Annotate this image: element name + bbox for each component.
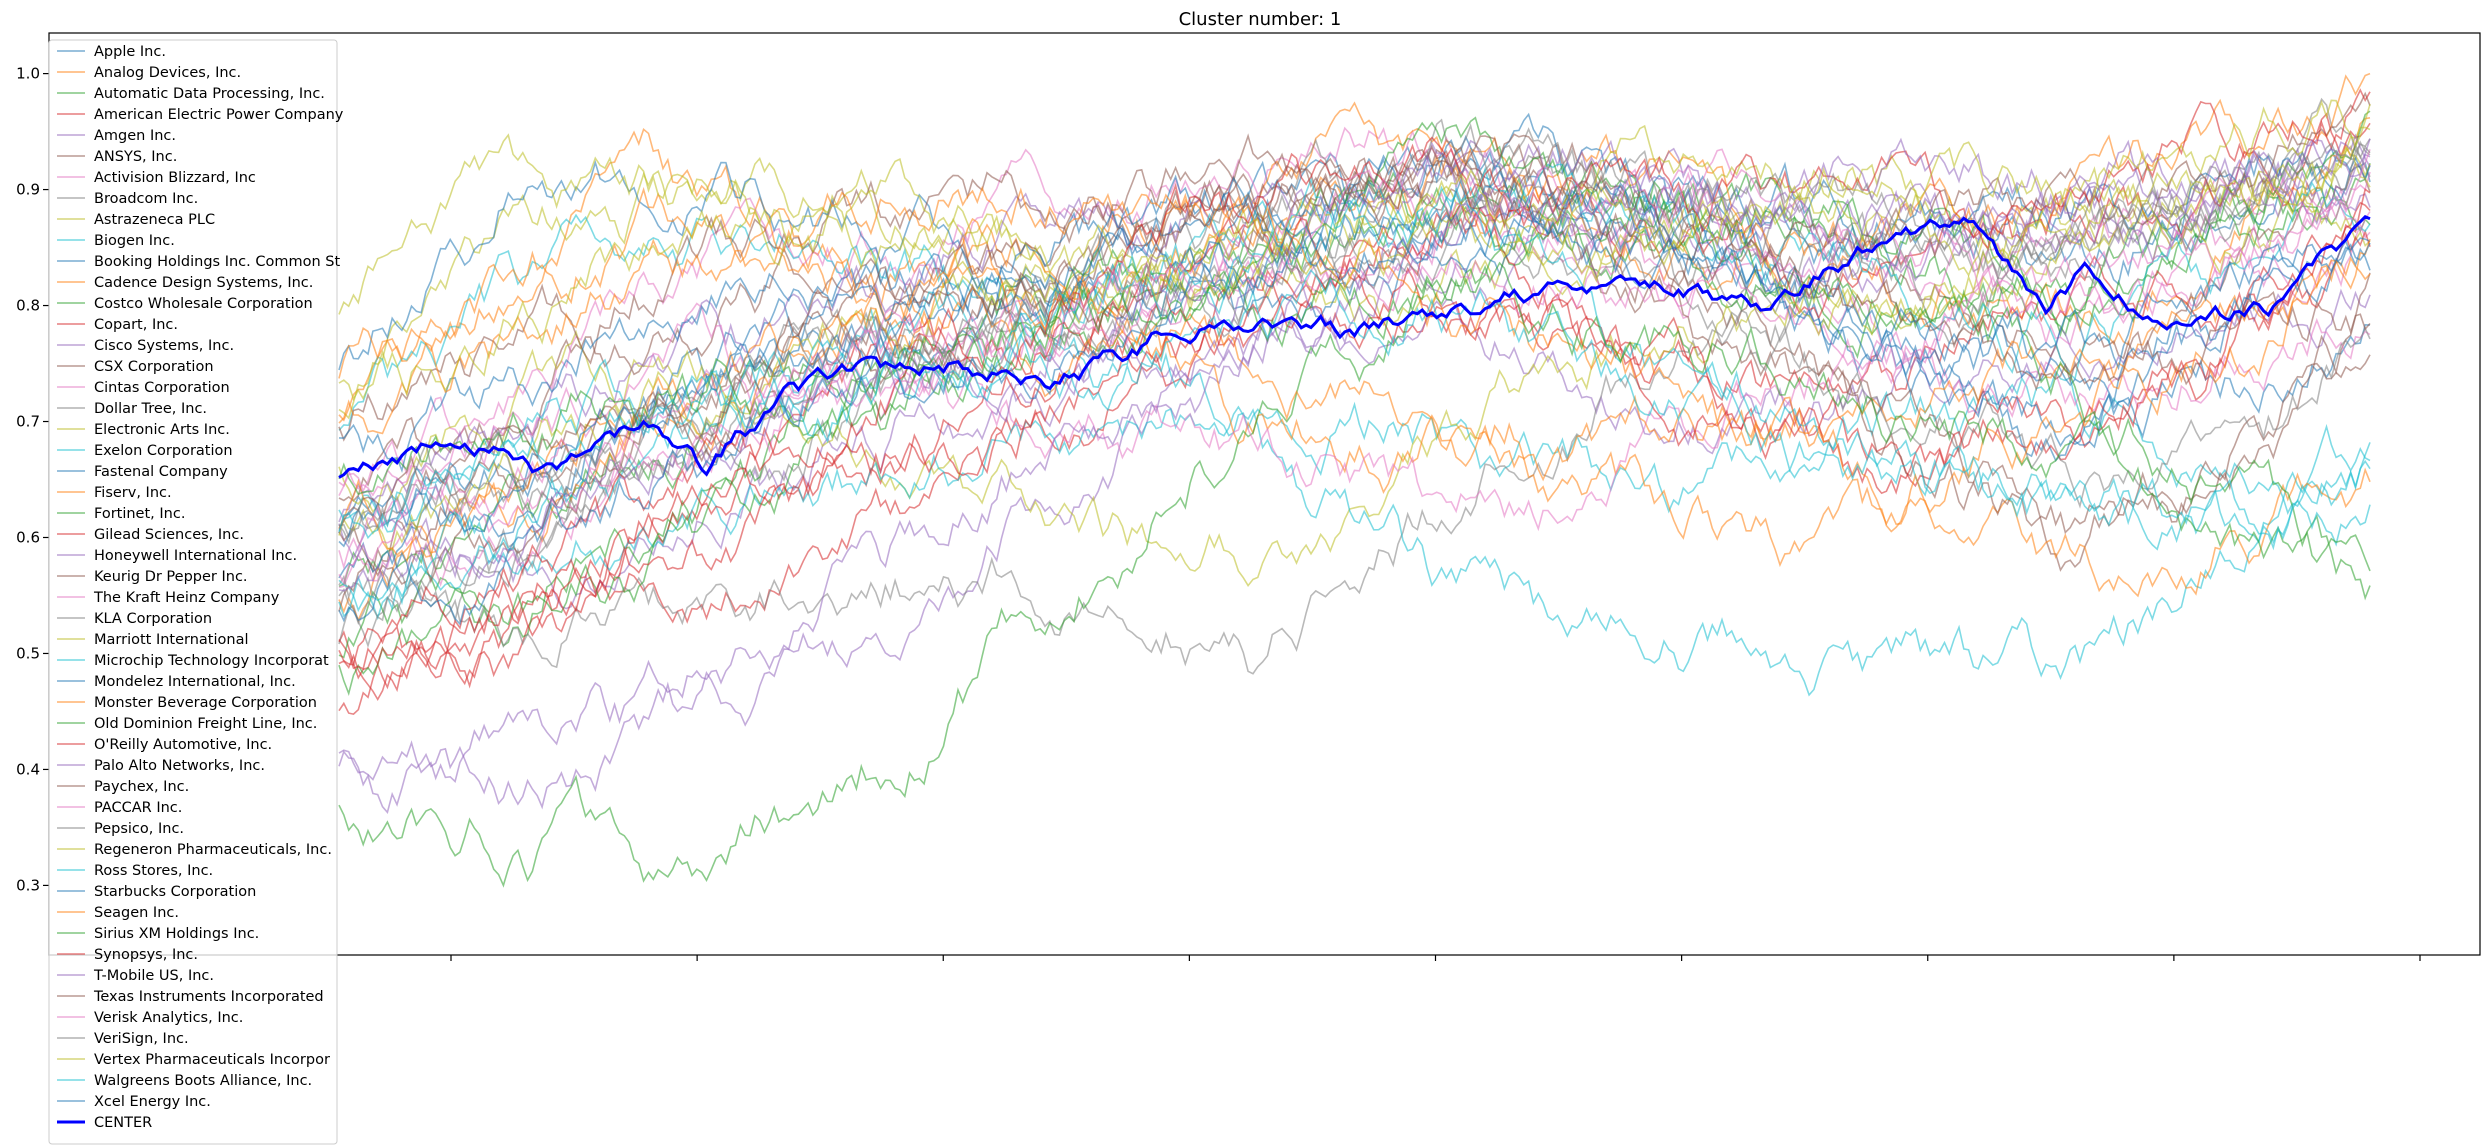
legend-label: CSX Corporation (94, 359, 214, 375)
series-line (338, 405, 2371, 697)
legend-label: Broadcom Inc. (94, 191, 198, 207)
series-line (338, 213, 2371, 516)
y-tick-label: 0.9 (16, 181, 40, 199)
legend-label: Microchip Technology Incorporat (94, 653, 329, 669)
legend-label: PACCAR Inc. (94, 800, 182, 816)
legend-label: Texas Instruments Incorporated (93, 989, 324, 1005)
legend-label: Marriott International (94, 632, 249, 648)
legend-label: CENTER (94, 1115, 152, 1131)
series-line (338, 302, 2371, 532)
legend-label: Ross Stores, Inc. (94, 863, 213, 879)
legend-label: Synopsys, Inc. (94, 947, 198, 963)
series-line (338, 126, 2371, 337)
legend-label: ANSYS, Inc. (94, 149, 177, 165)
series-line (338, 268, 2371, 551)
series-line (338, 149, 2371, 571)
series-line (338, 110, 2371, 888)
legend-label: KLA Corporation (94, 611, 212, 627)
legend-label: Cintas Corporation (94, 380, 230, 396)
legend-label: Electronic Arts Inc. (94, 422, 230, 438)
y-tick-label: 0.4 (16, 760, 40, 778)
legend-label: O'Reilly Automotive, Inc. (94, 737, 272, 753)
series-line (338, 154, 2371, 420)
legend-label: Amgen Inc. (94, 128, 176, 144)
legend-label: Mondelez International, Inc. (94, 674, 296, 690)
series-line (338, 88, 2371, 666)
y-axis: 0.3 0.4 0.5 0.6 0.7 0.8 0.9 1.0 (16, 65, 49, 894)
center-line (338, 215, 2371, 479)
legend-box (48, 39, 338, 1145)
series-line (338, 142, 2371, 545)
y-tick-label: 0.7 (16, 413, 40, 431)
legend-label: Walgreens Boots Alliance, Inc. (94, 1073, 312, 1089)
series-layer (338, 72, 2371, 888)
legend-label: Fortinet, Inc. (94, 506, 185, 522)
y-tick-label: 0.8 (16, 297, 40, 315)
legend-label: Seagen Inc. (94, 905, 179, 921)
series-line (338, 160, 2371, 814)
legend-label: Xcel Energy Inc. (94, 1094, 211, 1110)
legend-label: Pepsico, Inc. (94, 821, 184, 837)
legend-label: Sirius XM Holdings Inc. (94, 926, 259, 942)
legend-label: VeriSign, Inc. (94, 1031, 189, 1047)
legend-label: Paychex, Inc. (94, 779, 189, 795)
legend-label: Activision Blizzard, Inc (94, 170, 256, 186)
series-line (338, 116, 2371, 696)
y-tick-label: 0.6 (16, 528, 40, 546)
legend-label: Verisk Analytics, Inc. (94, 1010, 243, 1026)
legend-label: Cisco Systems, Inc. (94, 338, 234, 354)
legend-label: Apple Inc. (94, 44, 166, 60)
legend-label: Biogen Inc. (94, 233, 175, 249)
legend-label: Monster Beverage Corporation (94, 695, 317, 711)
series-line (338, 99, 2371, 402)
legend-label: The Kraft Heinz Company (93, 590, 280, 606)
series-line (338, 91, 2371, 612)
legend-label: Vertex Pharmaceuticals Incorpor (94, 1052, 330, 1068)
series-line (338, 171, 2371, 659)
legend-label: T-Mobile US, Inc. (93, 968, 214, 984)
legend-label: Fastenal Company (94, 464, 228, 480)
y-tick-label: 0.3 (16, 876, 40, 894)
legend-label: Palo Alto Networks, Inc. (94, 758, 265, 774)
legend-label: Fiserv, Inc. (94, 485, 172, 501)
legend-label: Astrazeneca PLC (94, 212, 215, 228)
center-layer (338, 215, 2371, 479)
y-tick-label: 0.5 (16, 644, 40, 662)
legend: Apple Inc. Analog Devices, Inc. Automatic … (48, 39, 344, 1145)
legend-label: Honeywell International Inc. (94, 548, 297, 564)
legend-label: Keurig Dr Pepper Inc. (94, 569, 248, 585)
legend-label: Analog Devices, Inc. (94, 65, 241, 81)
series-line (338, 185, 2371, 526)
legend-label: Old Dominion Freight Line, Inc. (94, 716, 317, 732)
series-line (338, 256, 2371, 565)
series-line (338, 133, 2371, 530)
legend-label: Exelon Corporation (94, 443, 233, 459)
series-line (338, 186, 2371, 598)
chart-title: Cluster number: 1 (1179, 9, 1342, 30)
legend-label: Starbucks Corporation (94, 884, 256, 900)
legend-label: Automatic Data Processing, Inc. (94, 86, 325, 102)
legend-label: Dollar Tree, Inc. (94, 401, 207, 417)
legend-label: Costco Wholesale Corporation (94, 296, 313, 312)
legend-label: Cadence Design Systems, Inc. (94, 275, 313, 291)
legend-label: Gilead Sciences, Inc. (94, 527, 244, 543)
y-tick-label: 1.0 (16, 65, 40, 83)
series-line (338, 112, 2371, 715)
series-line (338, 261, 2371, 572)
legend-label: Booking Holdings Inc. Common St (94, 254, 340, 270)
series-line (338, 189, 2371, 626)
series-line (338, 126, 2371, 496)
x-axis (450, 955, 2421, 961)
legend-label: Regeneron Pharmaceuticals, Inc. (94, 842, 332, 858)
legend-label: Copart, Inc. (94, 317, 178, 333)
legend-label: American Electric Power Company (94, 107, 344, 123)
series-line (338, 133, 2371, 534)
